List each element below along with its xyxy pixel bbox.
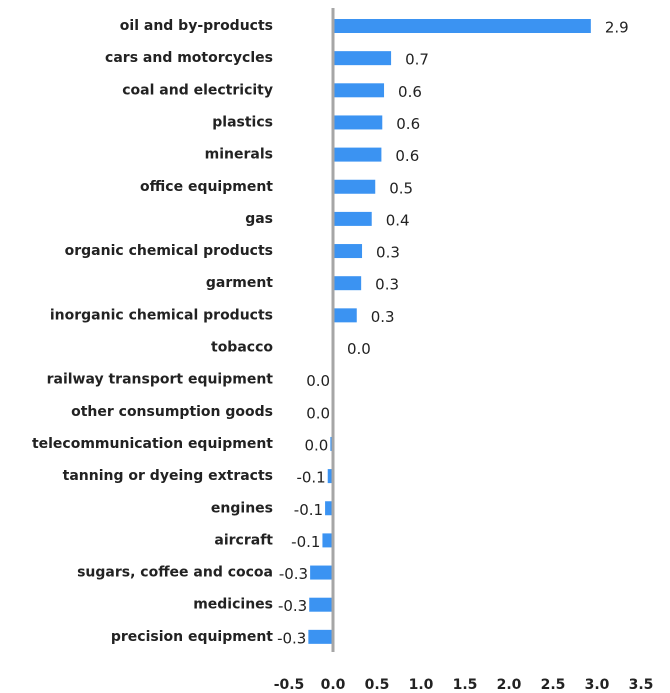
x-tick-label: 1.5 <box>453 677 478 693</box>
bar <box>333 308 357 323</box>
category-label: railway transport equipment <box>47 372 274 388</box>
bar <box>333 211 372 226</box>
bar <box>308 629 333 644</box>
category-label: sugars, coffee and cocoa <box>77 565 273 581</box>
x-tick-label: 0.0 <box>321 677 346 693</box>
bar <box>333 179 376 194</box>
x-tick-label: -0.5 <box>274 677 305 693</box>
bar <box>325 501 333 516</box>
value-label: 0.0 <box>305 436 329 454</box>
category-label: minerals <box>205 147 273 163</box>
category-label: engines <box>211 500 273 516</box>
category-label: inorganic chemical products <box>50 307 273 323</box>
bar <box>310 565 333 580</box>
category-label: garment <box>206 275 273 291</box>
value-label: -0.1 <box>294 501 323 519</box>
value-label: 0.0 <box>306 404 330 422</box>
x-tick-label: 0.5 <box>365 677 390 693</box>
bar <box>333 115 383 130</box>
value-label: 0.3 <box>376 244 400 262</box>
bar <box>333 147 382 162</box>
x-tick-label: 1.0 <box>409 677 434 693</box>
bar <box>333 83 385 98</box>
category-label: coal and electricity <box>122 82 273 98</box>
value-label: 0.6 <box>398 83 422 101</box>
x-tick-label: 3.0 <box>585 677 610 693</box>
category-label: aircraft <box>214 532 273 548</box>
bar <box>309 597 333 612</box>
category-label: gas <box>245 211 273 227</box>
bar <box>333 19 591 33</box>
value-label: -0.1 <box>296 469 325 487</box>
category-label: oil and by-products <box>120 18 273 34</box>
x-tick-label: 3.5 <box>629 677 654 693</box>
value-label: 0.0 <box>306 372 330 390</box>
category-label: tanning or dyeing extracts <box>63 468 273 484</box>
x-tick-label: 2.0 <box>497 677 522 693</box>
category-label: organic chemical products <box>65 243 273 259</box>
category-label: medicines <box>193 597 273 613</box>
value-label: 0.4 <box>386 211 410 229</box>
category-label: other consumption goods <box>71 404 273 420</box>
x-tick-label: 2.5 <box>541 677 566 693</box>
value-label: 0.6 <box>395 147 419 165</box>
category-label: telecommunication equipment <box>32 436 273 452</box>
bar <box>333 276 362 291</box>
category-label: plastics <box>212 114 273 130</box>
value-label: 0.7 <box>405 51 429 69</box>
value-label: -0.3 <box>279 565 308 583</box>
value-label: 0.5 <box>389 179 413 197</box>
bar <box>322 533 333 548</box>
category-label: cars and motorcycles <box>105 50 273 66</box>
bar <box>327 469 333 484</box>
value-label: 2.9 <box>605 19 629 37</box>
category-label: tobacco <box>211 340 273 356</box>
bar <box>333 244 363 259</box>
value-label: 0.0 <box>347 340 371 358</box>
value-label: 0.3 <box>371 308 395 326</box>
value-label: 0.6 <box>396 115 420 133</box>
value-label: -0.3 <box>278 597 307 615</box>
value-label: 0.3 <box>375 276 399 294</box>
value-label: -0.3 <box>277 629 306 647</box>
value-label: -0.1 <box>291 533 320 551</box>
category-label: office equipment <box>140 179 273 195</box>
category-label: precision equipment <box>111 629 273 645</box>
bar <box>333 51 392 66</box>
